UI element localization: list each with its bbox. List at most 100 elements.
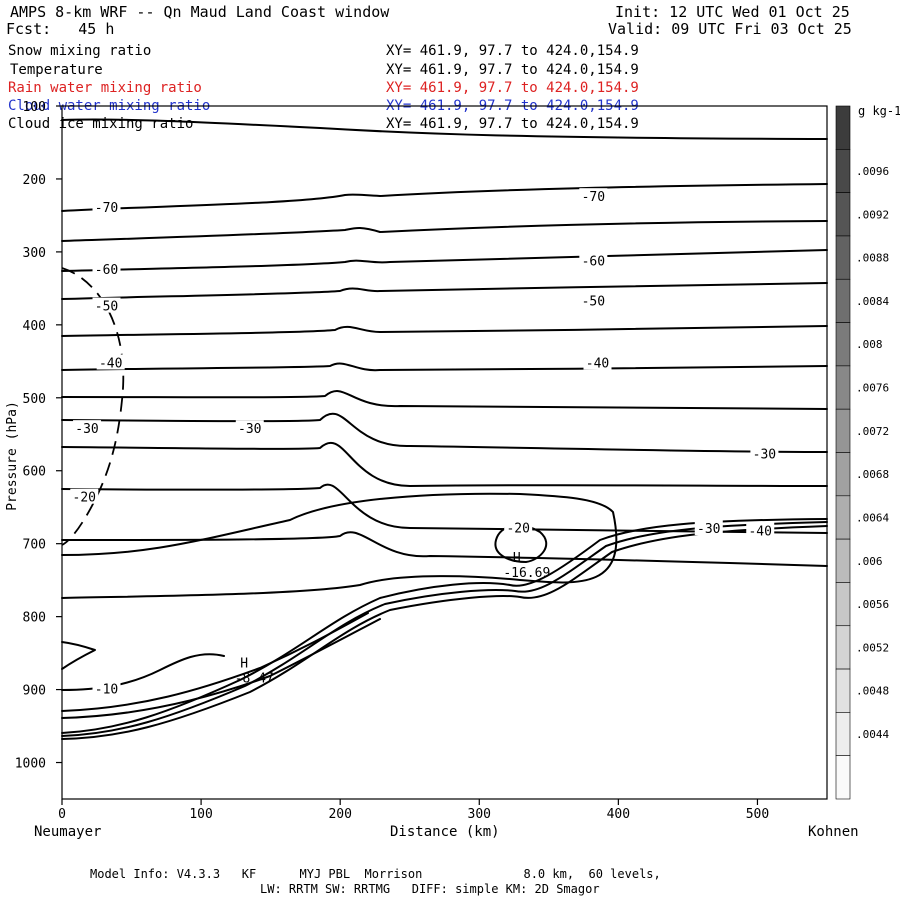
contour-label-bg <box>579 252 608 268</box>
valid-time: Valid: 09 UTC Fri 03 Oct 25 <box>608 20 852 38</box>
colorbar-level-label: .0052 <box>856 641 889 654</box>
contour-label: -20 <box>506 521 529 536</box>
y-tick-label: 700 <box>23 538 46 553</box>
colorbar-swatch <box>835 495 851 540</box>
contour-minus20-outer <box>61 492 618 599</box>
y-tick-label: 800 <box>23 611 46 626</box>
contour-label-bg <box>579 292 608 308</box>
contour-label: -50 <box>582 294 605 309</box>
contour-label-bg <box>750 445 779 461</box>
contour-label: -30 <box>238 422 261 437</box>
contour-label-bg <box>92 680 121 696</box>
extremum-marker: H <box>513 551 521 566</box>
colorbar-swatch <box>835 582 851 627</box>
extremum-marker: H <box>240 657 248 672</box>
colorbar-swatch <box>835 105 851 150</box>
contour-label-bg <box>583 354 612 370</box>
colorbar-level-label: .0068 <box>856 468 889 481</box>
colorbar-level-label: .0088 <box>856 252 889 265</box>
colorbar-swatch <box>835 192 851 237</box>
colorbar: .0096 .0092 .0088 .0084 .008 .0076 .0072 .0068.… <box>835 105 889 800</box>
colorbar-swatch <box>835 149 851 193</box>
contour-surface-2 <box>61 521 828 737</box>
x-tick-label: 0 <box>58 807 66 822</box>
contour-minus70-left <box>61 183 828 212</box>
legend-cloudice-xy: XY= 461.9, 97.7 to 424.0,154.9 <box>386 116 639 132</box>
colorbar-level-label: .006 <box>856 555 883 568</box>
y-tick-label: 200 <box>23 173 46 188</box>
legend-temp-xy: XY= 461.9, 97.7 to 424.0,154.9 <box>386 62 639 78</box>
extremum-value: -16.69 <box>503 566 550 581</box>
contour-label: -70 <box>582 190 605 205</box>
colorbar-swatch <box>835 755 851 800</box>
contour-label: -40 <box>99 357 122 372</box>
colorbar-swatch <box>835 668 851 713</box>
contour-label: -30 <box>697 522 720 537</box>
legend-snow-xy: XY= 461.9, 97.7 to 424.0,154.9 <box>386 43 639 59</box>
colorbar-swatch <box>835 235 851 280</box>
colorbar-level-label: .0076 <box>856 382 889 395</box>
colorbar-level-label: .0056 <box>856 598 889 611</box>
contour-surface-3 <box>61 525 828 740</box>
contour-label-bg <box>235 420 264 436</box>
colorbar-level-label: .0096 <box>856 165 889 178</box>
contour-label: -40 <box>586 357 609 372</box>
colorbar-swatch <box>835 625 851 670</box>
contour-label-bg <box>73 420 102 436</box>
legend-temp-name: Temperature <box>10 62 103 78</box>
colorbar-level-label: .0064 <box>856 511 889 524</box>
x-axis-ticks: 0 100 200 300 400 500 <box>58 799 769 822</box>
y-tick-label: 600 <box>23 465 46 480</box>
colorbar-swatch <box>835 452 851 497</box>
y-axis-ticks: 100 200 300 400 500 600 700 800 900 1000 <box>15 100 62 772</box>
colorbar-swatch <box>835 408 851 453</box>
colorbar-swatch <box>835 365 851 410</box>
contour-minus60 <box>61 282 828 300</box>
forecast-hour: Fcst: 45 h <box>6 20 115 38</box>
legend-rain-xy: XY= 461.9, 97.7 to 424.0,154.9 <box>386 80 639 96</box>
y-tick-label: 400 <box>23 319 46 334</box>
contour-label: -40 <box>748 524 771 539</box>
contour-label: -70 <box>95 201 118 216</box>
contour-label-bg <box>694 520 723 536</box>
contour-minus14 <box>61 618 381 719</box>
extrema-labels: H-16.69H-8.47 <box>235 551 551 687</box>
contour-label-bg <box>92 199 121 215</box>
colorbar-level-label: .0044 <box>856 728 889 741</box>
contour-minus30b <box>61 531 828 567</box>
x-tick-label: 200 <box>328 807 351 822</box>
extremum-value: -8.47 <box>235 672 274 687</box>
colorbar-level-label: .0072 <box>856 425 889 438</box>
contour-top <box>61 118 828 140</box>
colorbar-level-label: .0084 <box>856 295 889 308</box>
x-tick-label: 500 <box>746 807 769 822</box>
contour-label-bg <box>579 188 608 204</box>
contour-55 <box>61 325 828 337</box>
footer-physics-info: LW: RRTM SW: RRTMG DIFF: simple KM: 2D S… <box>260 882 600 896</box>
contour-minus50 <box>61 362 828 372</box>
contour-45 <box>61 390 828 410</box>
x-tick-label: 400 <box>607 807 630 822</box>
contour-label-bg <box>96 354 125 370</box>
contour-label: -20 <box>73 491 96 506</box>
footer-model-info: Model Info: V4.3.3 KF MYJ PBL Morrison 8… <box>90 867 661 881</box>
x-tick-label: 300 <box>468 807 491 822</box>
contour-label: -30 <box>75 422 98 437</box>
init-time: Init: 12 UTC Wed 01 Oct 25 <box>615 3 850 21</box>
contour-minus10-upper <box>61 641 96 670</box>
colorbar-swatch <box>835 538 851 583</box>
y-tick-label: 500 <box>23 392 46 407</box>
contour-label-bg <box>92 261 121 277</box>
contour-label-bg <box>70 488 99 504</box>
colorbar-swatch <box>835 278 851 323</box>
y-tick-label: 1000 <box>15 757 46 772</box>
y-tick-label: 900 <box>23 684 46 699</box>
colorbar-unit: g kg-1 <box>858 104 900 118</box>
contour-65 <box>61 249 828 272</box>
contour-label-bg <box>746 522 775 538</box>
chart-title: AMPS 8-km WRF -- Qn Maud Land Coast wind… <box>10 3 390 21</box>
contour-minus40 <box>61 412 828 453</box>
contour-minus70b <box>61 220 828 242</box>
colorbar-level-label: .0048 <box>856 685 889 698</box>
